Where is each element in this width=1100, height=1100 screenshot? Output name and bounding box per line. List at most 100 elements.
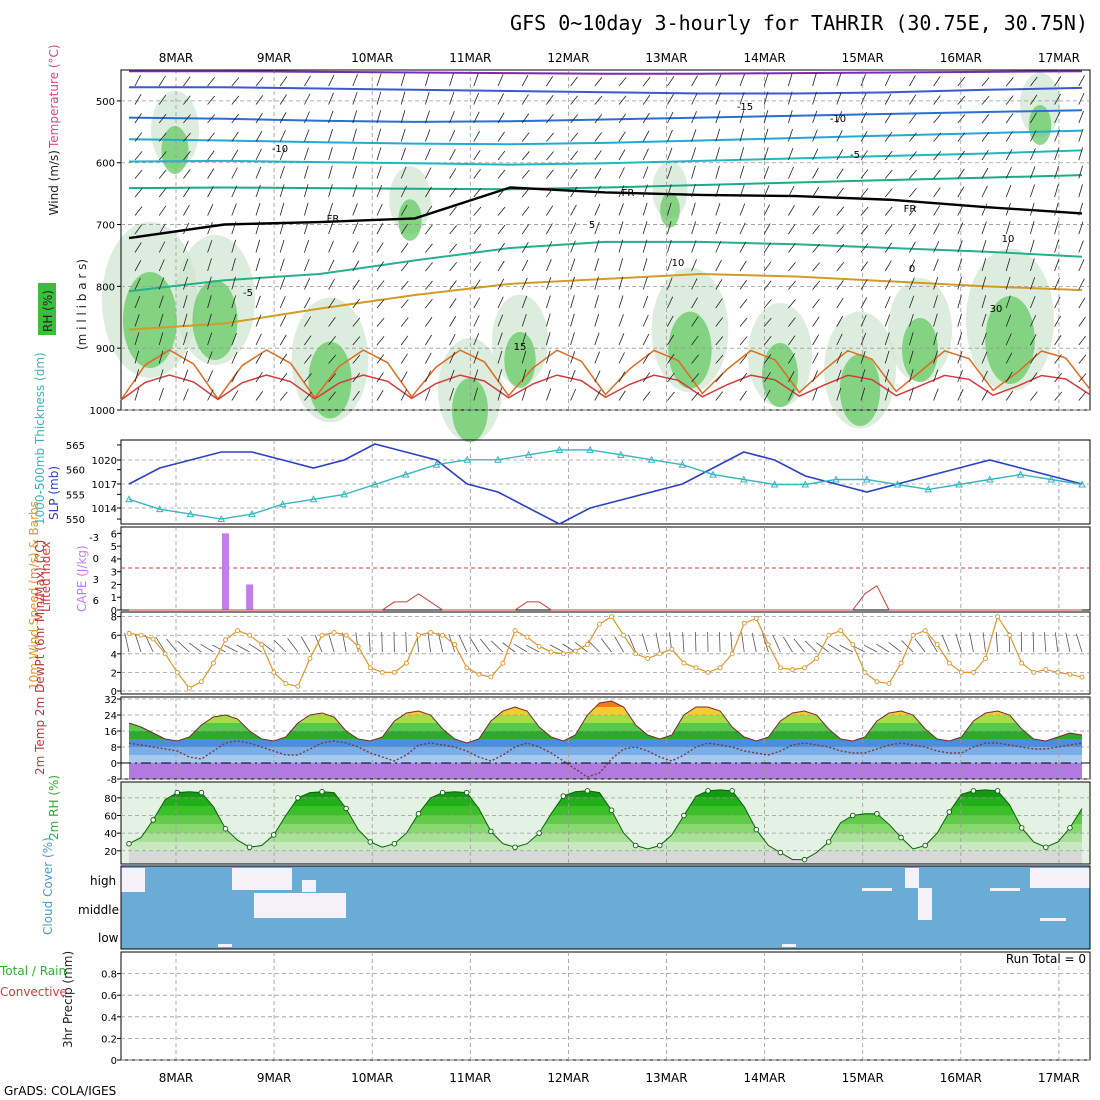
li-ylabel: Lifted Index (39, 541, 53, 612)
wind-barb (691, 111, 697, 124)
wind-barb (1005, 239, 1011, 253)
bottom-date-label: 8MAR (159, 1071, 194, 1085)
wind-speed-marker (162, 651, 168, 657)
wind-barb (570, 313, 575, 327)
thickness-marker (155, 505, 164, 513)
wind-speed-marker (934, 642, 940, 647)
wind-barb (255, 184, 261, 198)
wind-barb (618, 295, 624, 309)
wind-barb (667, 296, 674, 309)
wind-barb (618, 239, 624, 253)
wind-barb (449, 206, 457, 216)
wind-barb (304, 111, 310, 124)
wind-barb (425, 73, 430, 87)
wind-barb (497, 296, 504, 309)
thickness-marker (801, 480, 810, 488)
upper-air-ytick-600: 600 (96, 159, 115, 170)
rh-shade-high (985, 296, 1035, 384)
wind-barb (763, 185, 770, 198)
cloud-frame (120, 865, 1091, 950)
wind-barb (909, 113, 917, 124)
wind-barb (763, 166, 770, 179)
wind-barb (1078, 75, 1085, 87)
wind-barb (521, 332, 527, 346)
temp-bands (129, 701, 1082, 779)
rh-marker (777, 849, 784, 856)
wind-barb (400, 185, 408, 198)
wind-barb (400, 110, 406, 124)
surface-wind-barb (491, 640, 504, 653)
wind-barb (134, 242, 142, 253)
wind-speed-marker (995, 614, 1001, 620)
wind-barb (255, 371, 263, 383)
ylabel-rh: RH (%) (41, 290, 55, 332)
wind-barb (473, 297, 481, 309)
wind-barb (1078, 335, 1087, 346)
wind-barb (788, 185, 795, 198)
wind-barb (328, 221, 334, 235)
wind-barb (981, 113, 990, 124)
contour-label: FR (904, 204, 917, 215)
rh-marker (729, 788, 735, 794)
wind-barb (788, 110, 793, 124)
wind-barb (933, 332, 938, 346)
contour-label: 30 (990, 304, 1003, 315)
wind-barb (884, 131, 893, 142)
thickness-marker (524, 450, 533, 458)
wind-barb (497, 112, 505, 124)
rh-marker (632, 842, 639, 849)
wind-barb (642, 295, 649, 309)
cape-ytick-5: 5 (111, 542, 117, 553)
rh2m-panel: 20 40 60 80 (104, 781, 1091, 865)
wind-barb (449, 110, 455, 124)
wind-barb (957, 258, 963, 272)
wind-barb (739, 317, 748, 327)
thickness-marker (647, 455, 656, 463)
wind-barb (594, 351, 600, 364)
wind-barb (134, 332, 140, 346)
wind-barb (400, 353, 408, 364)
wind-barb (788, 91, 793, 105)
isotherm-line (128, 272, 1083, 331)
surface-wind-barb (730, 632, 733, 653)
wind-barb (546, 332, 551, 346)
bottom-date-label: 11MAR (449, 1071, 491, 1085)
wind-barb (521, 151, 530, 161)
wind-barb (715, 221, 721, 235)
top-date-label: 8MAR (159, 51, 194, 65)
wind-barb (279, 112, 287, 124)
wind-barb (812, 148, 819, 161)
wind-barb (473, 92, 480, 105)
wind-speed-marker (247, 632, 253, 638)
thickness-marker (278, 500, 287, 508)
wind-barb (449, 149, 456, 161)
rh-shade-high (660, 192, 680, 228)
wind-barb (449, 298, 457, 309)
surface-wind-barb (694, 632, 697, 653)
wind-barb (642, 333, 650, 346)
wind-barb (352, 317, 361, 327)
wind-barb (1005, 352, 1013, 364)
wind-barb (473, 315, 480, 327)
surface-wind-barb (719, 632, 721, 653)
ylabel-wind: Wind (m/s) (47, 150, 61, 215)
wind-barb (884, 296, 891, 309)
wind-barb (328, 110, 334, 124)
wind-barb (957, 76, 966, 87)
rh-marker (753, 826, 760, 833)
thickness-marker (555, 445, 564, 453)
wind-barb (763, 389, 771, 401)
contour-label: FR (327, 214, 340, 225)
wind-barb (449, 92, 455, 105)
thickness-ytick-555: 555 (66, 490, 85, 501)
wind-barb (739, 203, 746, 216)
wind-barb (933, 132, 942, 142)
wind-barb (667, 165, 672, 179)
wind-barb (570, 369, 576, 383)
wind-barb (763, 317, 772, 327)
surface-wind-barb (941, 634, 950, 653)
wind-barb (1030, 391, 1038, 401)
wind-barb (1078, 240, 1084, 253)
wind-barb (1005, 131, 1013, 142)
surface-wind-barb (458, 635, 468, 653)
